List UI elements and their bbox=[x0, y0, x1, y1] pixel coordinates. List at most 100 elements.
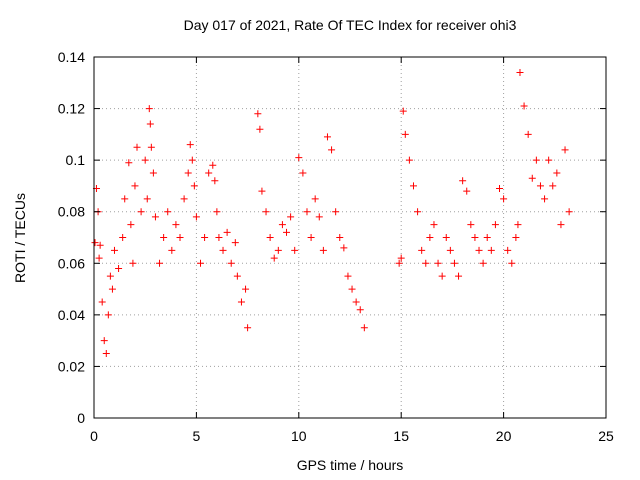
data-point bbox=[242, 285, 250, 293]
y-tick-label: 0.04 bbox=[58, 307, 85, 323]
data-point bbox=[422, 259, 430, 267]
data-point bbox=[266, 234, 274, 241]
data-point bbox=[328, 146, 336, 154]
data-point bbox=[344, 272, 352, 280]
data-point bbox=[514, 221, 522, 229]
data-point bbox=[561, 146, 569, 154]
data-point bbox=[426, 234, 434, 241]
data-point bbox=[442, 234, 450, 241]
data-point bbox=[520, 102, 528, 110]
x-tick-label: 25 bbox=[598, 428, 614, 444]
data-point bbox=[471, 234, 479, 241]
y-tick-label: 0.14 bbox=[58, 49, 85, 65]
data-point bbox=[237, 298, 245, 306]
data-point bbox=[287, 213, 295, 221]
data-point bbox=[233, 272, 241, 280]
data-point bbox=[104, 311, 112, 319]
data-point bbox=[512, 234, 520, 241]
data-point bbox=[95, 254, 103, 262]
data-point bbox=[129, 259, 137, 267]
y-tick-label: 0.1 bbox=[66, 152, 86, 168]
data-point bbox=[145, 105, 153, 113]
data-point bbox=[430, 221, 438, 229]
data-point bbox=[106, 272, 114, 280]
data-point bbox=[295, 154, 303, 162]
data-point bbox=[450, 259, 458, 267]
x-tick-label: 5 bbox=[193, 428, 201, 444]
data-point bbox=[146, 120, 154, 128]
data-point bbox=[131, 182, 139, 190]
data-point bbox=[188, 156, 196, 164]
data-point bbox=[395, 259, 403, 267]
data-point bbox=[274, 246, 282, 254]
axis-ticks: 0 0.02 0.04 0.06 0.08 0.1 0.12 0.14 0 5 10 15 20 25 bbox=[58, 49, 614, 444]
data-point bbox=[315, 213, 323, 221]
plot-frame bbox=[93, 56, 607, 419]
data-point bbox=[414, 208, 422, 216]
data-point bbox=[213, 208, 221, 216]
data-point bbox=[176, 234, 184, 241]
data-point bbox=[283, 228, 291, 236]
data-point bbox=[434, 259, 442, 267]
data-point bbox=[516, 68, 524, 76]
data-point bbox=[401, 130, 409, 138]
data-point bbox=[258, 187, 266, 195]
data-point bbox=[164, 208, 172, 216]
data-point bbox=[418, 246, 426, 254]
data-point bbox=[256, 125, 264, 133]
data-point bbox=[215, 234, 223, 241]
data-point bbox=[98, 298, 106, 306]
data-point bbox=[262, 208, 270, 216]
data-point bbox=[125, 159, 133, 167]
data-point bbox=[557, 221, 565, 229]
data-point bbox=[463, 187, 471, 195]
data-point bbox=[137, 208, 145, 216]
data-point bbox=[360, 324, 368, 332]
data-point bbox=[528, 174, 536, 182]
y-tick-label: 0.08 bbox=[58, 204, 85, 220]
data-point bbox=[553, 169, 561, 177]
chart-title: Day 017 of 2021, Rate Of TEC Index for r… bbox=[183, 17, 517, 33]
data-point bbox=[127, 221, 135, 229]
y-tick-label: 0.12 bbox=[58, 101, 85, 117]
data-point bbox=[307, 234, 315, 241]
data-point bbox=[291, 246, 299, 254]
x-axis-label: GPS time / hours bbox=[296, 457, 404, 473]
data-point bbox=[311, 195, 319, 203]
data-point bbox=[479, 259, 487, 267]
data-point bbox=[227, 259, 235, 267]
data-point bbox=[190, 182, 198, 190]
data-point bbox=[487, 246, 495, 254]
data-point bbox=[110, 246, 118, 254]
data-point bbox=[100, 337, 108, 345]
data-point bbox=[541, 195, 549, 203]
data-point bbox=[332, 208, 340, 216]
data-point bbox=[184, 169, 192, 177]
data-point bbox=[119, 234, 127, 241]
data-point bbox=[491, 221, 499, 229]
data-point bbox=[446, 246, 454, 254]
data-point bbox=[211, 177, 219, 185]
data-point bbox=[524, 130, 532, 138]
y-axis-label: ROTI / TECUs bbox=[12, 193, 28, 283]
x-tick-label: 20 bbox=[496, 428, 512, 444]
x-tick-label: 0 bbox=[90, 428, 98, 444]
data-point bbox=[356, 306, 364, 314]
data-point bbox=[475, 246, 483, 254]
data-point bbox=[455, 272, 463, 280]
x-tick-label: 15 bbox=[393, 428, 409, 444]
data-point bbox=[278, 221, 286, 229]
data-point bbox=[319, 246, 327, 254]
data-point bbox=[399, 107, 407, 115]
data-point bbox=[467, 221, 475, 229]
data-point bbox=[219, 246, 227, 254]
y-tick-label: 0.02 bbox=[58, 358, 85, 374]
data-point bbox=[141, 156, 149, 164]
data-point bbox=[532, 156, 540, 164]
data-point bbox=[223, 228, 231, 236]
data-point bbox=[323, 133, 331, 141]
data-point bbox=[500, 195, 508, 203]
data-point bbox=[231, 239, 239, 247]
data-point bbox=[102, 350, 110, 358]
